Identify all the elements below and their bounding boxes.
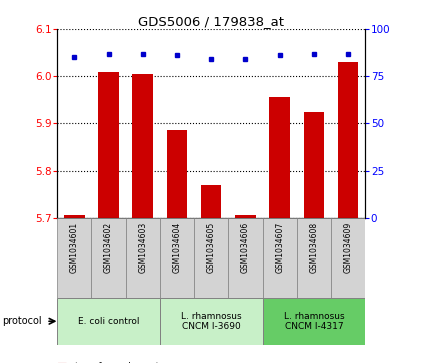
Bar: [64, 216, 84, 218]
Bar: [57, 298, 160, 345]
Bar: [263, 218, 297, 298]
Text: E. coli control: E. coli control: [78, 317, 139, 326]
Text: GSM1034601: GSM1034601: [70, 222, 79, 273]
Text: ■: ■: [57, 362, 68, 363]
Bar: [92, 218, 126, 298]
Bar: [228, 218, 263, 298]
Text: GSM1034607: GSM1034607: [275, 222, 284, 273]
Text: L. rhamnosus
CNCM I-4317: L. rhamnosus CNCM I-4317: [283, 311, 344, 331]
Text: protocol: protocol: [2, 316, 42, 326]
Bar: [160, 218, 194, 298]
Text: GSM1034602: GSM1034602: [104, 222, 113, 273]
Text: GSM1034608: GSM1034608: [309, 222, 319, 273]
Bar: [331, 218, 365, 298]
Text: GSM1034605: GSM1034605: [207, 222, 216, 273]
Bar: [338, 62, 358, 218]
Text: GSM1034609: GSM1034609: [344, 222, 352, 273]
Text: GSM1034603: GSM1034603: [138, 222, 147, 273]
Text: L. rhamnosus
CNCM I-3690: L. rhamnosus CNCM I-3690: [181, 311, 242, 331]
Bar: [235, 216, 256, 218]
Title: GDS5006 / 179838_at: GDS5006 / 179838_at: [138, 15, 284, 28]
Bar: [263, 298, 365, 345]
Bar: [57, 218, 92, 298]
Bar: [201, 185, 221, 218]
Bar: [132, 74, 153, 218]
Bar: [304, 112, 324, 218]
Text: GSM1034606: GSM1034606: [241, 222, 250, 273]
Bar: [194, 218, 228, 298]
Text: GSM1034604: GSM1034604: [172, 222, 181, 273]
Bar: [269, 98, 290, 218]
Bar: [167, 131, 187, 218]
Bar: [297, 218, 331, 298]
Text: transformed count: transformed count: [75, 362, 159, 363]
Bar: [126, 218, 160, 298]
Bar: [160, 298, 263, 345]
Bar: [98, 72, 119, 218]
